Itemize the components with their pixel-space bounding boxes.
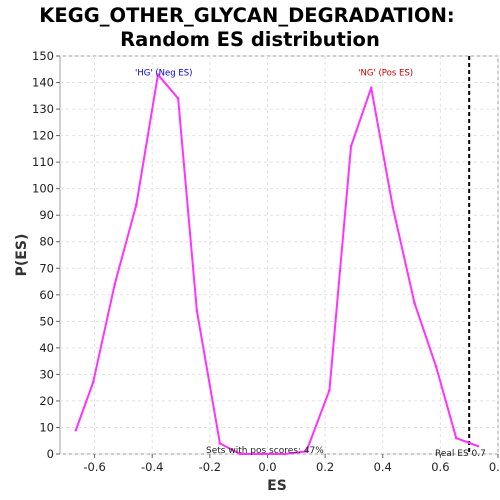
neg-es-annotation: 'HG' (Neg ES): [135, 68, 192, 78]
data-point: [283, 452, 287, 456]
y-tick-label: 20: [39, 394, 54, 408]
data-point: [218, 442, 222, 445]
x-tick-label: -0.4: [141, 460, 163, 474]
y-tick-label: 40: [39, 341, 54, 355]
x-tick-label: 0.6: [431, 460, 449, 474]
y-tick-label: 140: [32, 76, 54, 90]
pos-es-annotation: 'NG' (Pos ES): [358, 68, 413, 78]
y-tick-label: 60: [39, 288, 54, 302]
x-axis-label: ES: [267, 478, 287, 494]
data-point: [413, 301, 416, 305]
data-point: [476, 444, 480, 448]
x-tick-label: 0.8: [489, 460, 500, 474]
real-es-label: Real ES 0.7: [435, 449, 486, 459]
data-point: [176, 97, 180, 100]
x-tick-label: -0.6: [83, 460, 105, 474]
y-axis-label: P(ES): [14, 234, 30, 277]
data-point: [91, 381, 95, 384]
data-point: [349, 144, 353, 148]
y-tick-label: 100: [32, 182, 54, 196]
data-point: [328, 389, 331, 392]
y-tick-label: 50: [39, 314, 54, 328]
data-point: [454, 436, 458, 440]
y-tick-label: 0: [47, 447, 54, 461]
y-tick-label: 30: [39, 367, 54, 381]
y-tick-label: 130: [32, 102, 54, 116]
data-point: [260, 452, 264, 456]
data-point: [113, 282, 117, 286]
data-point: [238, 452, 242, 456]
data-point: [195, 309, 199, 313]
y-axis-ticks: 0 10 20 30 40 50 60 70 80 90 100 110 120 130 140 150: [32, 49, 60, 461]
chart-subtitle: Random ES distribution: [120, 28, 380, 51]
series-line: [74, 73, 479, 455]
data-point: [305, 450, 308, 453]
pos-scores-label: Sets with pos scores: 47%: [206, 446, 324, 456]
y-tick-label: 10: [39, 420, 54, 434]
chart-title: KEGG_OTHER_GLYCAN_DEGRADATION:: [39, 4, 454, 27]
plot-area: [59, 55, 499, 455]
data-point: [156, 73, 160, 76]
x-axis-ticks: -0.6 -0.4 -0.2 0.0 0.2 0.4 0.6 0.8: [83, 454, 500, 474]
y-tick-label: 120: [32, 129, 54, 143]
y-tick-label: 80: [39, 235, 54, 249]
x-tick-label: 0.4: [374, 460, 392, 474]
x-tick-label: 0.2: [316, 460, 334, 474]
data-point: [369, 86, 373, 90]
y-tick-label: 150: [32, 49, 54, 63]
y-tick-label: 110: [32, 155, 54, 169]
x-tick-label: 0.0: [258, 460, 276, 474]
series-layer: [74, 73, 480, 456]
data-point: [434, 365, 438, 368]
y-tick-label: 90: [39, 208, 54, 222]
data-point: [391, 205, 395, 209]
x-tick-label: -0.2: [199, 460, 221, 474]
y-tick-label: 70: [39, 261, 54, 275]
data-point: [135, 203, 138, 206]
data-point: [74, 428, 78, 432]
